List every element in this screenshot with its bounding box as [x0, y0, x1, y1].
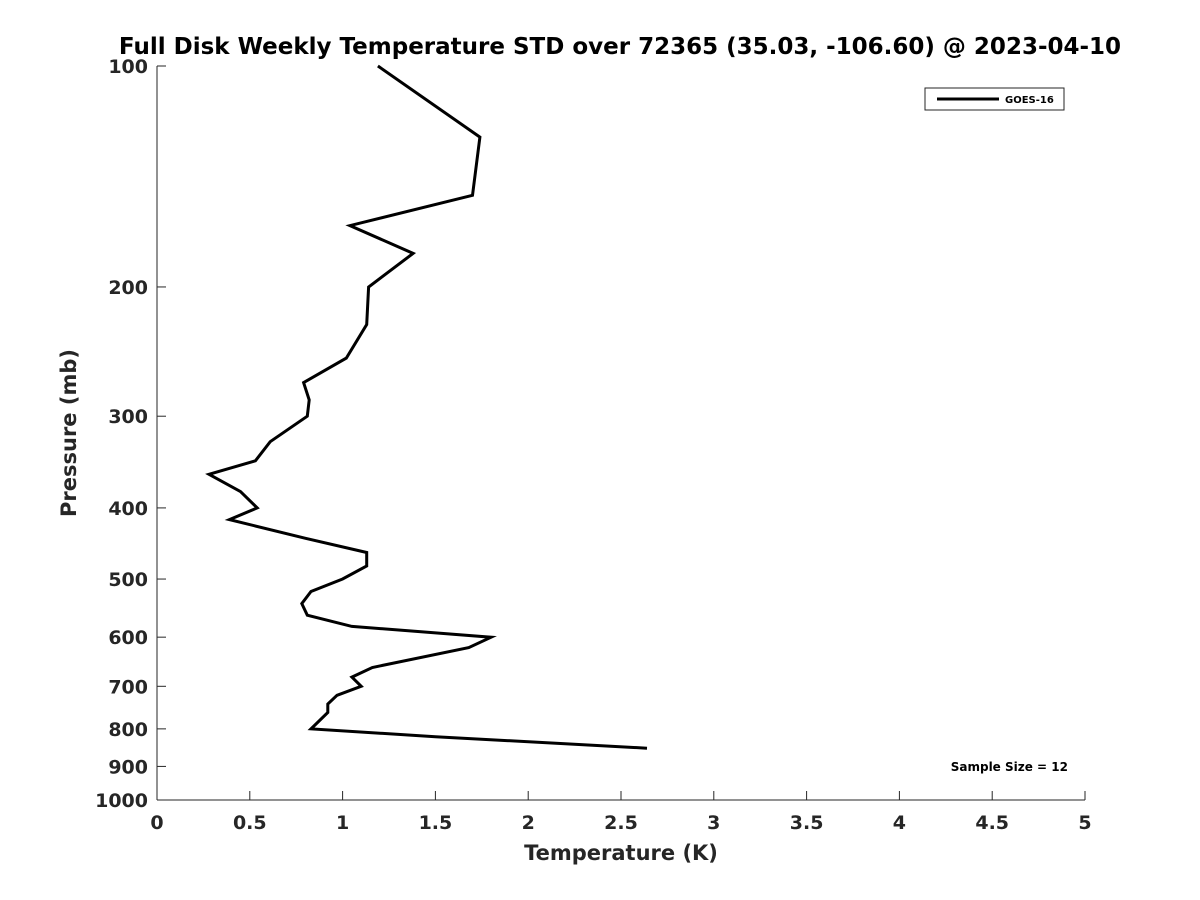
y-axis-label: Pressure (mb)	[57, 349, 81, 517]
legend-entry-label: GOES-16	[1005, 95, 1054, 106]
x-tick-label: 1	[336, 812, 349, 834]
x-tick-label: 3.5	[790, 812, 824, 834]
x-axis-ticks: 0 0.5 1 1.5 2 2.5 3 3.5 4 4.5 5	[150, 791, 1092, 834]
legend: GOES-16	[924, 87, 1065, 111]
x-tick-label: 4.5	[975, 812, 1009, 834]
y-tick-label: 200	[108, 277, 148, 299]
sample-size-annotation: Sample Size = 12	[951, 760, 1068, 774]
chart-title: Full Disk Weekly Temperature STD over 72…	[119, 34, 1121, 60]
x-tick-label: 0.5	[233, 812, 267, 834]
series-layer	[205, 64, 648, 750]
y-tick-label: 1000	[95, 790, 148, 812]
x-tick-label: 1.5	[419, 812, 453, 834]
x-tick-label: 2.5	[604, 812, 638, 834]
y-tick-label: 700	[108, 676, 148, 698]
x-axis-label: Temperature (K)	[524, 841, 718, 865]
x-tick-label: 2	[522, 812, 535, 834]
y-tick-label: 300	[108, 406, 148, 428]
x-tick-label: 4	[893, 812, 906, 834]
series-line	[205, 64, 648, 750]
y-tick-label: 800	[108, 719, 148, 741]
y-tick-label: 500	[108, 569, 148, 591]
y-tick-label: 400	[108, 498, 148, 520]
y-tick-label: 900	[108, 756, 148, 778]
y-tick-label: 100	[108, 56, 148, 78]
y-axis-ticks: 100 200 300 400 500 600 700 800 900 1000	[95, 56, 166, 812]
x-tick-label: 0	[150, 812, 163, 834]
x-tick-label: 3	[707, 812, 720, 834]
x-tick-label: 5	[1078, 812, 1091, 834]
y-tick-label: 600	[108, 627, 148, 649]
